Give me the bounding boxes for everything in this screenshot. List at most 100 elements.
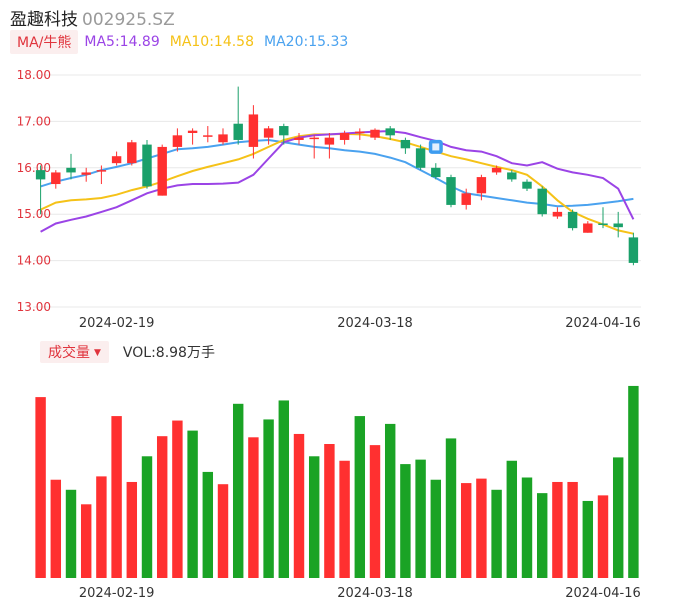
volume-bar [50,479,62,578]
volume-bar [35,397,46,578]
candle-body [218,134,228,143]
y-tick-label: 15.00 [17,207,51,221]
candle-body [324,137,335,145]
volume-bar [111,416,122,578]
volume-bar [506,460,518,578]
candle-body [431,167,441,178]
ma-legend: MA/牛熊 MA5:14.89 MA10:14.58 MA20:15.33 [10,30,358,54]
volume-legend: 成交量 ▼ VOL:8.98万手 [40,341,215,363]
candle-body [415,148,426,168]
candle-body [142,144,152,187]
volume-bar [232,403,244,578]
volume-bar [324,444,335,578]
volume-bar [248,437,259,578]
candle-body [96,170,107,172]
volume-bar [400,464,411,578]
volume-bar [156,436,168,578]
ma-selector-button[interactable]: MA/牛熊 [10,30,79,54]
volume-bar [460,483,472,578]
volume-bar [172,420,183,578]
x-tick-label: 2024-03-18 [337,586,413,601]
x-tick-label: 2024-04-16 [565,586,641,601]
candle-body [127,142,137,164]
y-tick-label: 18.00 [17,68,51,82]
candle-body [385,128,395,136]
volume-bar [628,385,639,578]
volume-bar [597,495,609,578]
x-tick-label: 2024-03-18 [337,316,413,331]
stock-code: 002925.SZ [82,10,175,30]
candle-body [51,172,61,185]
volume-bar [430,479,442,578]
ma20-legend: MA20:15.33 [264,34,349,50]
candle-body [263,128,274,138]
candle-body [522,181,532,189]
volume-bar [217,484,229,578]
candle-body [355,131,365,134]
candle-body [567,211,578,229]
candle-body [400,139,411,149]
candle-body [66,167,76,173]
candle-body [81,172,91,175]
volume-bar [567,481,578,578]
volume-bar [521,477,533,578]
volume-bar [80,504,92,578]
candle-body [613,223,623,228]
volume-bar [141,456,153,578]
volume-bar [308,456,320,578]
event-marker-icon-glyph [432,143,440,151]
candle-body [248,114,259,147]
candle-body [598,223,608,225]
volume-bar [445,438,457,578]
candle-body [507,172,517,180]
volume-bar [278,400,290,578]
y-tick-label: 16.00 [17,161,51,175]
candle-body [339,133,350,140]
volume-bar [263,419,274,578]
candle-body [628,237,639,263]
candle-body [537,188,547,215]
candle-body [476,177,487,194]
candle-body [203,135,213,137]
candle-body [187,130,198,133]
candle-body [552,211,563,217]
volume-bar [582,500,594,578]
y-tick-label: 14.00 [17,254,51,268]
volume-bar [126,481,138,578]
dropdown-arrow-icon: ▼ [94,348,101,358]
x-tick-label: 2024-02-19 [79,586,155,601]
volume-bar [415,459,426,578]
stock-name: 盈趣科技 [10,10,78,30]
x-tick-label: 2024-02-19 [79,316,155,331]
volume-selector-button[interactable]: 成交量 ▼ [40,341,109,363]
volume-bar [476,478,487,578]
candle-body [370,129,380,138]
volume-bar [187,430,198,578]
volume-bar [384,423,396,578]
candle-body [491,167,502,173]
volume-bar [339,460,350,578]
volume-bar [369,445,381,578]
volume-bar [552,481,563,578]
volume-bar [65,489,77,578]
volume-bar [202,471,214,578]
volume-selector-label: 成交量 [48,345,90,361]
y-tick-label: 17.00 [17,114,51,128]
volume-bar [612,457,624,578]
candle-body [157,146,167,196]
ma5-legend: MA5:14.89 [84,34,160,50]
volume-bar [536,493,548,578]
x-tick-label: 2024-04-16 [565,316,641,331]
volume-bar [96,476,107,578]
candle-body [233,123,243,140]
volume-bar [293,433,305,578]
candle-body [172,135,183,147]
candle-body [279,126,289,136]
ma20-line [40,138,634,208]
candle-body [446,177,456,205]
volume-bar [491,489,502,578]
candle-body [583,223,593,233]
candle-body [294,137,304,140]
candle-body [35,170,46,180]
